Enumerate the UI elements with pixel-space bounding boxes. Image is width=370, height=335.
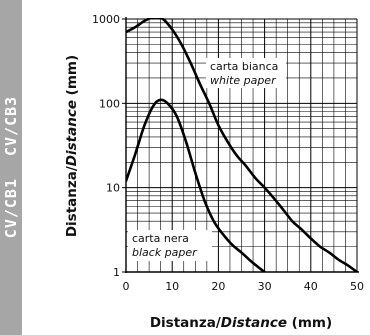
x-tick-label: 20	[211, 280, 225, 293]
x-tick-label: 50	[350, 280, 364, 293]
annotation-line-2: black paper	[132, 246, 198, 259]
white-paper-curve	[126, 18, 359, 272]
annotation-box	[206, 58, 286, 88]
x-tick-label: 40	[304, 280, 318, 293]
annotation-line-1: carta nera	[132, 232, 189, 245]
side-band	[0, 0, 22, 335]
curves	[126, 18, 359, 272]
x-tick-label: 30	[258, 280, 272, 293]
x-tick-label: 0	[123, 280, 130, 293]
y-tick-label: 1000	[92, 13, 120, 26]
tick-labels: 0 10 20 30 40 50 1 10 100 1000	[92, 13, 364, 293]
annotation-box	[128, 230, 212, 261]
annotation-line-1: carta bianca	[210, 60, 278, 73]
y-tick-label: 1	[113, 266, 120, 279]
y-axis-title: Distanza/Distance (mm)	[64, 55, 80, 237]
black-paper-curve	[126, 98, 266, 272]
x-axis-title: Distanza/Distance (mm)	[150, 315, 332, 331]
x-tick-label: 10	[165, 280, 179, 293]
y-tick-label: 100	[99, 97, 120, 110]
y-tick-label: 10	[106, 182, 120, 195]
annotation-line-2: white paper	[210, 74, 277, 87]
